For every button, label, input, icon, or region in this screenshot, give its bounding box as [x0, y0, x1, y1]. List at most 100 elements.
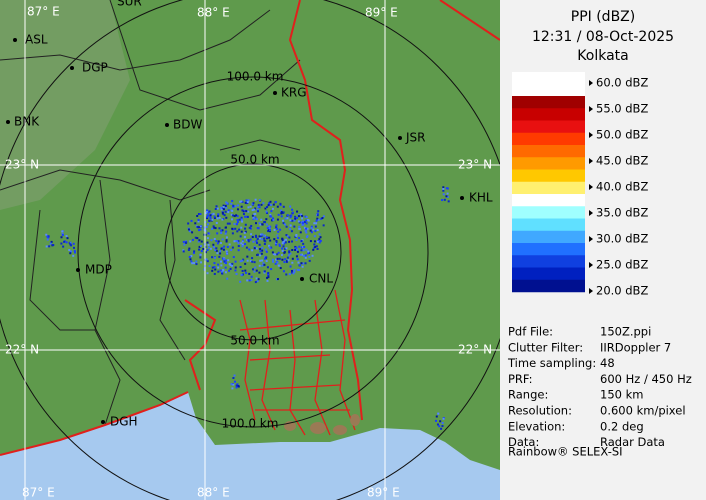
echo	[289, 216, 292, 219]
echo	[298, 268, 301, 271]
info-value: 150 km	[600, 388, 643, 402]
echo	[256, 208, 259, 211]
echo	[260, 252, 263, 255]
echo	[221, 270, 224, 273]
echo	[282, 241, 285, 244]
echo	[255, 218, 258, 221]
city-dot	[76, 268, 80, 272]
echo	[247, 206, 250, 209]
echo	[246, 259, 249, 262]
echo	[206, 223, 209, 226]
echo	[263, 271, 266, 274]
echo	[259, 223, 262, 226]
scale-arrow	[589, 80, 593, 86]
echo	[264, 240, 267, 243]
echo	[73, 246, 76, 249]
echo	[289, 265, 292, 268]
echo	[279, 267, 282, 270]
echo	[231, 218, 234, 221]
echo	[230, 248, 233, 251]
echo	[241, 243, 244, 246]
echo	[199, 245, 202, 248]
info-label: Data:	[508, 435, 539, 449]
echo	[301, 214, 304, 217]
echo	[285, 225, 288, 228]
echo	[225, 216, 228, 219]
scale-band	[512, 157, 585, 170]
echo	[61, 233, 64, 236]
echo	[240, 205, 243, 208]
info-label: PRF:	[508, 372, 533, 386]
echo	[223, 260, 226, 263]
echo	[299, 231, 302, 234]
graticule-label: 23° N	[5, 158, 39, 172]
info-label: Clutter Filter:	[508, 340, 583, 354]
echo	[241, 240, 244, 243]
echo	[245, 246, 248, 249]
echo	[291, 211, 294, 214]
echo	[285, 260, 288, 263]
echo	[279, 202, 282, 205]
info-value: 48	[600, 356, 615, 370]
scale-arrow	[589, 288, 593, 294]
echo	[297, 261, 300, 264]
echo	[61, 230, 64, 233]
scale-label: 30.0 dBZ	[596, 232, 648, 246]
info-value: 0.600 km/pixel	[600, 404, 686, 418]
echo	[265, 210, 268, 213]
echo	[241, 209, 244, 212]
echo	[253, 261, 256, 264]
echo	[225, 206, 228, 209]
echo	[319, 236, 322, 239]
echo	[271, 207, 274, 210]
echo	[291, 271, 294, 274]
echo	[277, 264, 280, 267]
echo	[316, 247, 319, 250]
echo	[197, 213, 200, 216]
echo	[69, 243, 72, 246]
echo	[442, 187, 445, 190]
echo	[263, 263, 266, 266]
echo	[205, 211, 208, 214]
echo	[275, 224, 278, 227]
echo	[263, 270, 266, 273]
echo	[189, 258, 192, 261]
echo	[246, 279, 249, 282]
echo	[241, 220, 244, 223]
echo	[305, 231, 308, 234]
echo	[273, 238, 276, 241]
echo	[251, 260, 254, 263]
echo	[306, 235, 309, 238]
echo	[277, 251, 280, 254]
echo	[215, 240, 218, 243]
color-scale: 60.0 dBZ 55.0 dBZ 50.0 dBZ 45.0 dBZ 40.0 dBZ…	[512, 72, 648, 298]
echo	[270, 203, 273, 206]
echo	[262, 262, 265, 265]
scale-label: 55.0 dBZ	[596, 102, 648, 116]
echo	[261, 249, 264, 252]
echo	[442, 417, 445, 420]
echo	[200, 250, 203, 253]
echo	[222, 205, 225, 208]
echo	[445, 195, 448, 198]
echo	[253, 208, 256, 211]
scale-label: 40.0 dBZ	[596, 180, 648, 194]
echo	[302, 242, 305, 245]
echo	[219, 269, 222, 272]
echo	[253, 270, 256, 273]
echo	[48, 245, 51, 248]
echo	[234, 269, 237, 272]
echo	[182, 240, 185, 243]
echo	[293, 225, 296, 228]
echo	[282, 239, 285, 242]
echo	[65, 241, 68, 244]
echo	[206, 249, 209, 252]
echo	[206, 260, 209, 263]
echo	[211, 266, 214, 269]
echo	[298, 225, 301, 228]
islands	[284, 414, 360, 435]
graticule-label: 87° E	[27, 5, 60, 19]
echo	[292, 272, 295, 275]
echo	[195, 260, 198, 263]
echo	[224, 266, 227, 269]
